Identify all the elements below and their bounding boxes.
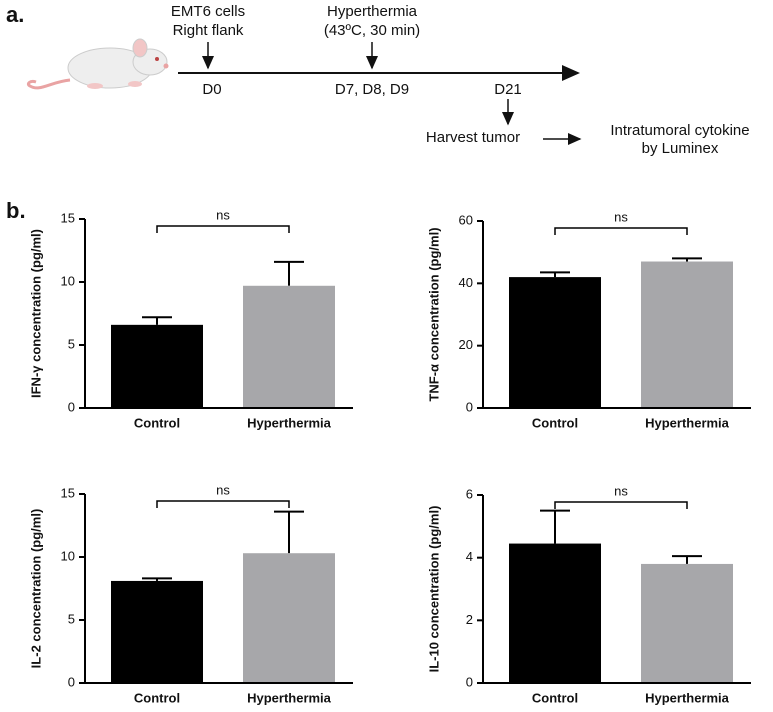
y-tick-label: 15	[61, 210, 75, 225]
y-axis-label: TNF-α concentration (pg/ml)	[426, 227, 441, 401]
annotation: ns	[614, 483, 628, 498]
timeline-text: D7, D8, D9	[335, 81, 409, 98]
x-tick-label: Control	[532, 415, 578, 430]
x-tick-label: Control	[532, 690, 578, 705]
timeline-text: by Luminex	[642, 140, 719, 157]
y-tick-label: 10	[61, 548, 75, 563]
x-tick-label: Control	[134, 690, 180, 705]
bar	[243, 285, 335, 408]
y-tick-label: 2	[466, 612, 473, 627]
y-tick-label: 20	[459, 337, 473, 352]
y-tick-label: 4	[466, 549, 473, 564]
y-axis-label: IL-10 concentration (pg/ml)	[426, 506, 441, 673]
significance-bracket	[554, 501, 688, 509]
significance-bracket	[156, 225, 290, 233]
significance-bracket	[554, 227, 688, 235]
y-tick-label: 15	[61, 485, 75, 500]
panel-label: a.	[6, 2, 24, 27]
x-tick-label: Hyperthermia	[645, 690, 730, 705]
x-tick-label: Hyperthermia	[247, 690, 332, 705]
x-tick-label: Hyperthermia	[247, 415, 332, 430]
y-tick-label: 0	[68, 674, 75, 689]
x-tick-label: Hyperthermia	[645, 415, 730, 430]
panel-label: b.	[6, 198, 26, 223]
y-axis-label: IL-2 concentration (pg/ml)	[28, 509, 43, 669]
bar	[509, 277, 601, 408]
timeline-text: Harvest tumor	[426, 129, 520, 146]
y-tick-label: 40	[459, 275, 473, 290]
y-tick-label: 60	[459, 212, 473, 227]
significance-bracket	[156, 500, 290, 508]
bar	[641, 563, 733, 683]
timeline-text: D21	[494, 81, 522, 98]
annotation: ns	[614, 209, 628, 224]
timeline-text: EMT6 cells	[171, 3, 245, 20]
annotation: ns	[216, 482, 230, 497]
y-tick-label: 10	[61, 273, 75, 288]
bar	[243, 553, 335, 683]
y-tick-label: 0	[466, 399, 473, 414]
timeline-text: Right flank	[173, 22, 244, 39]
mouse-icon	[26, 38, 169, 90]
x-tick-label: Control	[134, 415, 180, 430]
timeline-text: Intratumoral cytokine	[610, 122, 749, 139]
annotation: ns	[216, 207, 230, 222]
y-tick-label: 5	[68, 611, 75, 626]
y-tick-label: 0	[466, 674, 473, 689]
y-tick-label: 0	[68, 399, 75, 414]
timeline-text: D0	[202, 81, 221, 98]
bar	[509, 543, 601, 683]
bar	[111, 324, 203, 408]
y-tick-label: 5	[68, 336, 75, 351]
bar	[111, 580, 203, 683]
timeline-text: (43ºC, 30 min)	[324, 22, 420, 39]
timeline-text: Hyperthermia	[327, 3, 418, 20]
y-tick-label: 6	[466, 486, 473, 501]
y-axis-label: IFN-γ concentration (pg/ml)	[28, 229, 43, 398]
bar	[641, 261, 733, 408]
